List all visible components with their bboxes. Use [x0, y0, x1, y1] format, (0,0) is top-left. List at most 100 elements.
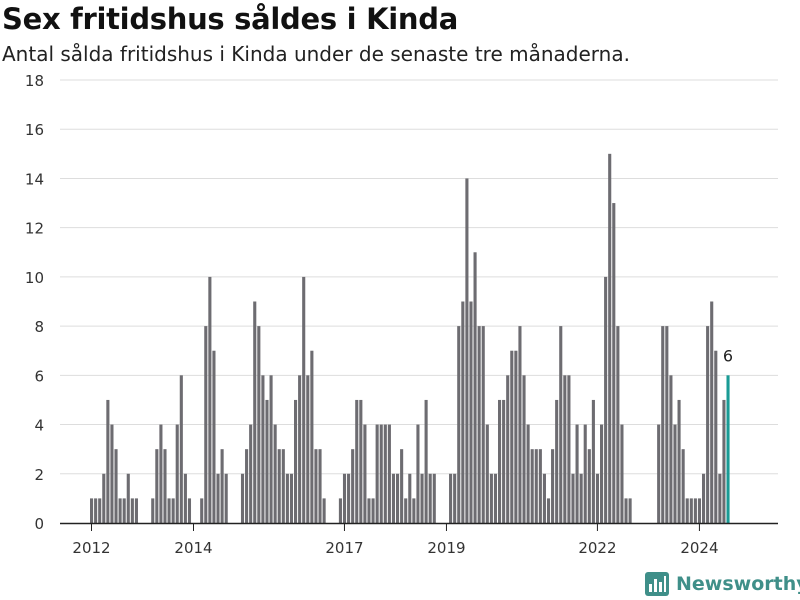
bar [677, 399, 681, 523]
bar [689, 498, 693, 523]
bar [710, 301, 714, 523]
bar [575, 424, 579, 523]
bar [685, 498, 689, 523]
bar [583, 424, 587, 523]
bar [465, 178, 469, 523]
bar [375, 424, 379, 523]
bar [481, 326, 485, 523]
bar [200, 498, 204, 523]
bar [608, 153, 612, 523]
bar [310, 350, 314, 523]
bar [424, 399, 428, 523]
x-tick-label: 2017 [325, 539, 363, 557]
bar [518, 326, 522, 523]
bar [269, 375, 273, 523]
bar [600, 424, 604, 523]
bar [457, 326, 461, 523]
y-tick-label: 14 [25, 170, 44, 188]
bar [208, 276, 212, 523]
bar [620, 424, 624, 523]
bar [432, 473, 436, 523]
bar [555, 399, 559, 523]
bar [281, 449, 285, 523]
bar [514, 350, 518, 523]
bar [302, 276, 306, 523]
x-tick-label: 2014 [174, 539, 212, 557]
bar [416, 424, 420, 523]
bar [273, 424, 277, 523]
bar [212, 350, 216, 523]
bar [657, 424, 661, 523]
newsworthy-brand: Newsworthy [644, 568, 800, 600]
bar [522, 375, 526, 523]
bar [526, 424, 530, 523]
y-tick-label: 16 [25, 121, 44, 139]
bar [579, 473, 583, 523]
bar [461, 301, 465, 523]
bar [469, 301, 473, 523]
bar [628, 498, 632, 523]
x-tick-label: 2019 [427, 539, 465, 557]
bar [151, 498, 155, 523]
y-tick-label: 4 [34, 417, 44, 435]
bar [110, 424, 114, 523]
bar [665, 326, 669, 523]
bar [367, 498, 371, 523]
bar [257, 326, 261, 523]
bar [240, 473, 245, 523]
bar [396, 473, 400, 523]
bar [90, 498, 94, 523]
x-tick-label: 2024 [680, 539, 718, 557]
x-tick-label: 2012 [72, 539, 110, 557]
bar [277, 449, 281, 523]
bar [706, 326, 710, 523]
y-tick-label: 12 [25, 220, 44, 238]
bar [298, 375, 302, 523]
bar [183, 473, 187, 523]
bar [697, 498, 702, 523]
bar [673, 424, 677, 523]
bar [591, 399, 595, 523]
bar [134, 498, 138, 523]
bar [179, 375, 183, 523]
bar [571, 473, 575, 523]
y-tick-label: 0 [34, 515, 44, 533]
bar [702, 473, 706, 523]
bar [363, 424, 367, 523]
chart-title: Sex fritidshus såldes i Kinda [2, 2, 458, 36]
bar [387, 424, 391, 523]
bar [693, 498, 697, 523]
bar [563, 375, 567, 523]
bar [163, 449, 167, 523]
bar [130, 498, 134, 523]
bar [314, 449, 318, 523]
bar [98, 498, 102, 523]
bar [404, 498, 408, 523]
bar [171, 498, 175, 523]
bar [122, 498, 126, 523]
bar [493, 473, 498, 523]
bar [624, 498, 628, 523]
bar [489, 473, 493, 523]
bar [159, 424, 163, 523]
bar [318, 449, 322, 523]
bar [722, 399, 726, 523]
x-tick-label: 2022 [578, 539, 616, 557]
bar [542, 473, 546, 523]
y-tick-label: 10 [25, 269, 44, 287]
bar [714, 350, 718, 523]
bar [616, 326, 620, 523]
bar [681, 449, 685, 523]
bar [587, 449, 591, 523]
bar [546, 498, 551, 523]
y-tick-label: 8 [34, 318, 44, 336]
bar [102, 473, 106, 523]
bar [220, 449, 224, 523]
bar [155, 449, 159, 523]
bar [477, 326, 481, 523]
bar [530, 449, 534, 523]
bar [559, 326, 563, 523]
chart-subtitle: Antal sålda fritidshus i Kinda under de … [2, 42, 630, 66]
y-axis-ticks: 0 2 4 6 8 10 12 14 16 18 [25, 72, 44, 533]
bar [204, 326, 208, 523]
